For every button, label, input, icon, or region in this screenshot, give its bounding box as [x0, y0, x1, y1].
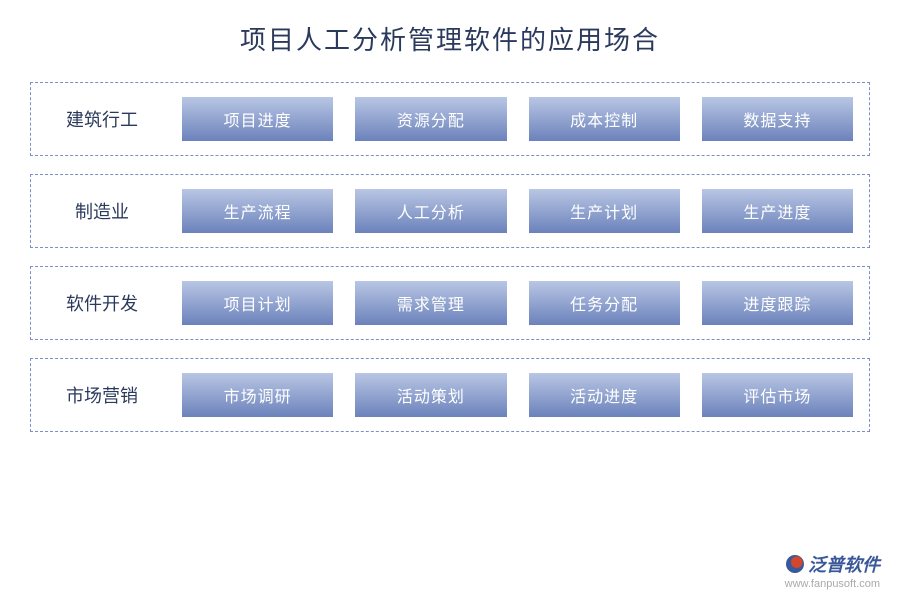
item-box: 数据支持 — [702, 97, 853, 141]
item-box: 活动进度 — [529, 373, 680, 417]
category-row: 软件开发项目计划需求管理任务分配进度跟踪 — [30, 266, 870, 340]
category-label: 制造业 — [47, 198, 157, 224]
item-box: 生产计划 — [529, 189, 680, 233]
item-box: 项目进度 — [182, 97, 333, 141]
item-box: 生产流程 — [182, 189, 333, 233]
footer-brand-text: 泛普软件 — [808, 551, 880, 577]
item-box: 活动策划 — [355, 373, 506, 417]
category-label: 建筑行工 — [47, 106, 157, 132]
category-label: 软件开发 — [47, 290, 157, 316]
item-box: 资源分配 — [355, 97, 506, 141]
item-box: 需求管理 — [355, 281, 506, 325]
item-box: 市场调研 — [182, 373, 333, 417]
category-row: 建筑行工项目进度资源分配成本控制数据支持 — [30, 82, 870, 156]
category-row: 市场营销市场调研活动策划活动进度评估市场 — [30, 358, 870, 432]
item-box: 项目计划 — [182, 281, 333, 325]
items-wrap: 项目计划需求管理任务分配进度跟踪 — [182, 281, 853, 325]
page-title: 项目人工分析管理软件的应用场合 — [30, 20, 870, 57]
footer-url: www.fanpusoft.com — [785, 578, 880, 590]
category-label: 市场营销 — [47, 382, 157, 408]
rows-container: 建筑行工项目进度资源分配成本控制数据支持制造业生产流程人工分析生产计划生产进度软… — [30, 82, 870, 432]
items-wrap: 项目进度资源分配成本控制数据支持 — [182, 97, 853, 141]
item-box: 成本控制 — [529, 97, 680, 141]
category-row: 制造业生产流程人工分析生产计划生产进度 — [30, 174, 870, 248]
items-wrap: 生产流程人工分析生产计划生产进度 — [182, 189, 853, 233]
item-box: 进度跟踪 — [702, 281, 853, 325]
footer-logo-icon — [786, 555, 804, 573]
footer: 泛普软件 www.fanpusoft.com — [785, 551, 880, 590]
item-box: 任务分配 — [529, 281, 680, 325]
item-box: 评估市场 — [702, 373, 853, 417]
items-wrap: 市场调研活动策划活动进度评估市场 — [182, 373, 853, 417]
footer-brand: 泛普软件 — [785, 551, 880, 577]
item-box: 生产进度 — [702, 189, 853, 233]
item-box: 人工分析 — [355, 189, 506, 233]
